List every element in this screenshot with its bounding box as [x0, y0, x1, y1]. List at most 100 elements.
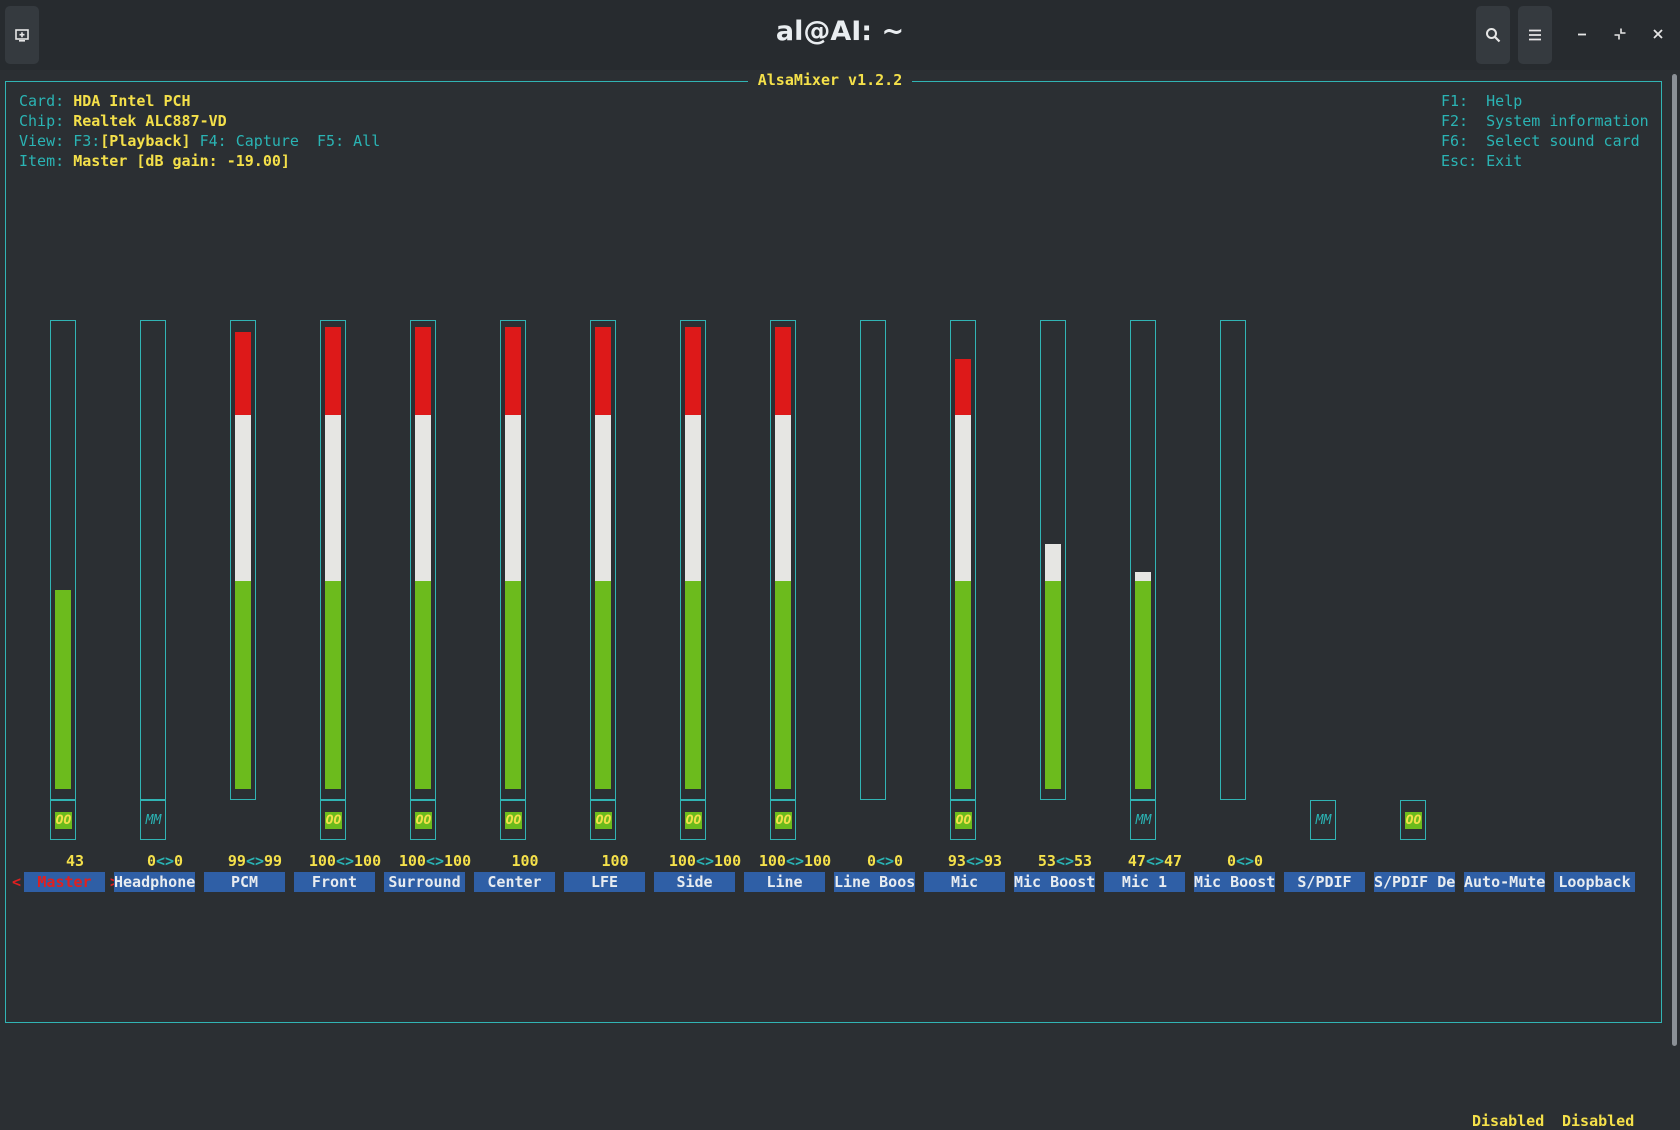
help-f1: F1: Help [1441, 92, 1523, 110]
enum-value: Disabled [1562, 1112, 1635, 1130]
mute-toggle[interactable]: OO [500, 800, 526, 840]
mute-state-label: OO [685, 812, 702, 829]
channel-name[interactable]: Auto-Mute [1464, 872, 1545, 892]
mute-toggle[interactable]: OO [320, 800, 346, 840]
channel-16[interactable]: Disabled Auto-Mute [1464, 320, 1560, 1130]
volume-gauge[interactable] [50, 320, 76, 800]
level-fill-white [505, 415, 521, 581]
channel-12[interactable]: MM 47<>47 Mic 1 [1104, 320, 1200, 900]
mute-state-label: MM [1315, 813, 1332, 828]
close-button[interactable] [1646, 20, 1670, 48]
channel-name[interactable]: Center [474, 872, 555, 892]
mute-toggle[interactable]: OO [950, 800, 976, 840]
channel-4[interactable]: OO 100<>100 Surround [384, 320, 480, 900]
channel-name[interactable]: Mic Boost [1194, 872, 1275, 892]
channel-10[interactable]: OO 93<>93 Mic [924, 320, 1020, 900]
channel-3[interactable]: OO 100<>100 Front [294, 320, 390, 900]
channel-11[interactable]: 53<>53 Mic Boost [1014, 320, 1110, 900]
volume-gauge[interactable] [1040, 320, 1066, 800]
level-fill-green [685, 581, 701, 789]
channel-17[interactable]: Disabled Loopback [1554, 320, 1650, 1130]
channel-name[interactable]: Headphone [114, 872, 195, 892]
search-icon [1486, 28, 1501, 43]
volume-gauge[interactable] [950, 320, 976, 800]
channel-name[interactable]: Surround [384, 872, 465, 892]
help-esc: Esc: Exit [1441, 152, 1523, 170]
volume-value: 0<>0 [1226, 852, 1264, 870]
volume-gauge[interactable] [590, 320, 616, 800]
volume-gauge[interactable] [680, 320, 706, 800]
menu-button[interactable] [1518, 6, 1552, 64]
channel-name[interactable]: Side [654, 872, 735, 892]
channel-name[interactable]: Mic [924, 872, 1005, 892]
mute-toggle[interactable]: OO [50, 800, 76, 840]
volume-value: 100<>100 [398, 852, 472, 870]
mute-toggle[interactable]: OO [770, 800, 796, 840]
channel-13[interactable]: 0<>0 Mic Boost [1194, 320, 1290, 900]
channel-8[interactable]: OO 100<>100 Line [744, 320, 840, 900]
chip-info: Chip: Realtek ALC887-VD [19, 112, 227, 130]
channel-name[interactable]: S/PDIF De [1374, 872, 1455, 892]
volume-gauge[interactable] [1130, 320, 1156, 800]
mute-state-label: OO [955, 812, 972, 829]
volume-gauge[interactable] [320, 320, 346, 800]
volume-value: 100<>100 [308, 852, 382, 870]
mute-toggle[interactable]: OO [410, 800, 436, 840]
terminal-scrollbar[interactable] [1672, 74, 1677, 1046]
channel-5[interactable]: OO 100 Center [474, 320, 570, 900]
level-fill-green [1135, 581, 1151, 789]
level-fill-red [685, 327, 701, 415]
channel-1[interactable]: MM 0<>0 Headphone [114, 320, 210, 900]
channel-14[interactable]: MM S/PDIF [1284, 320, 1380, 900]
channel-9[interactable]: 0<>0 Line Boos [834, 320, 930, 900]
minimize-button[interactable] [1570, 20, 1594, 48]
channel-name[interactable]: PCM [204, 872, 285, 892]
channel-name[interactable]: Mic Boost [1014, 872, 1095, 892]
channel-name[interactable]: Front [294, 872, 375, 892]
enum-value: Disabled [1472, 1112, 1545, 1130]
channel-2[interactable]: 99<>99 PCM [204, 320, 300, 900]
level-fill-red [325, 327, 341, 415]
volume-value: 0<>0 [146, 852, 184, 870]
restore-button[interactable] [1608, 20, 1632, 48]
channel-name[interactable]: Master [24, 872, 105, 892]
level-fill-red [955, 359, 971, 415]
new-tab-icon [15, 29, 29, 42]
channel-name[interactable]: Line Boos [834, 872, 915, 892]
mute-state-label: OO [1405, 812, 1422, 829]
level-fill-red [595, 327, 611, 415]
volume-gauge[interactable] [410, 320, 436, 800]
volume-gauge[interactable] [230, 320, 256, 800]
channel-name[interactable]: S/PDIF [1284, 872, 1365, 892]
channel-7[interactable]: OO 100<>100 Side [654, 320, 750, 900]
channel-name[interactable]: Loopback [1554, 872, 1635, 892]
selection-marker-left: < [12, 873, 22, 891]
mute-toggle[interactable]: MM [140, 800, 166, 840]
mute-state-label: OO [55, 812, 72, 829]
mute-toggle[interactable]: MM [1310, 800, 1336, 840]
channel-15[interactable]: OO S/PDIF De [1374, 320, 1470, 900]
channel-name[interactable]: LFE [564, 872, 645, 892]
volume-value: 43 [65, 852, 85, 870]
channel-6[interactable]: OO 100 LFE [564, 320, 660, 900]
volume-gauge[interactable] [860, 320, 886, 800]
volume-gauge[interactable] [1220, 320, 1246, 800]
level-fill-white [325, 415, 341, 581]
channel-name[interactable]: Mic 1 [1104, 872, 1185, 892]
volume-gauge[interactable] [500, 320, 526, 800]
mute-state-label: MM [145, 813, 162, 828]
volume-value: 100<>100 [758, 852, 832, 870]
channel-name[interactable]: Line [744, 872, 825, 892]
mute-toggle[interactable]: OO [680, 800, 706, 840]
new-tab-button[interactable] [5, 6, 39, 64]
mute-state-label: MM [1135, 813, 1152, 828]
volume-gauge[interactable] [140, 320, 166, 800]
window-titlebar [0, 0, 1680, 70]
volume-value: 100 [601, 852, 629, 870]
search-button[interactable] [1476, 6, 1510, 64]
mute-toggle[interactable]: OO [590, 800, 616, 840]
volume-gauge[interactable] [770, 320, 796, 800]
mute-toggle[interactable]: OO [1400, 800, 1426, 840]
mute-toggle[interactable]: MM [1130, 800, 1156, 840]
